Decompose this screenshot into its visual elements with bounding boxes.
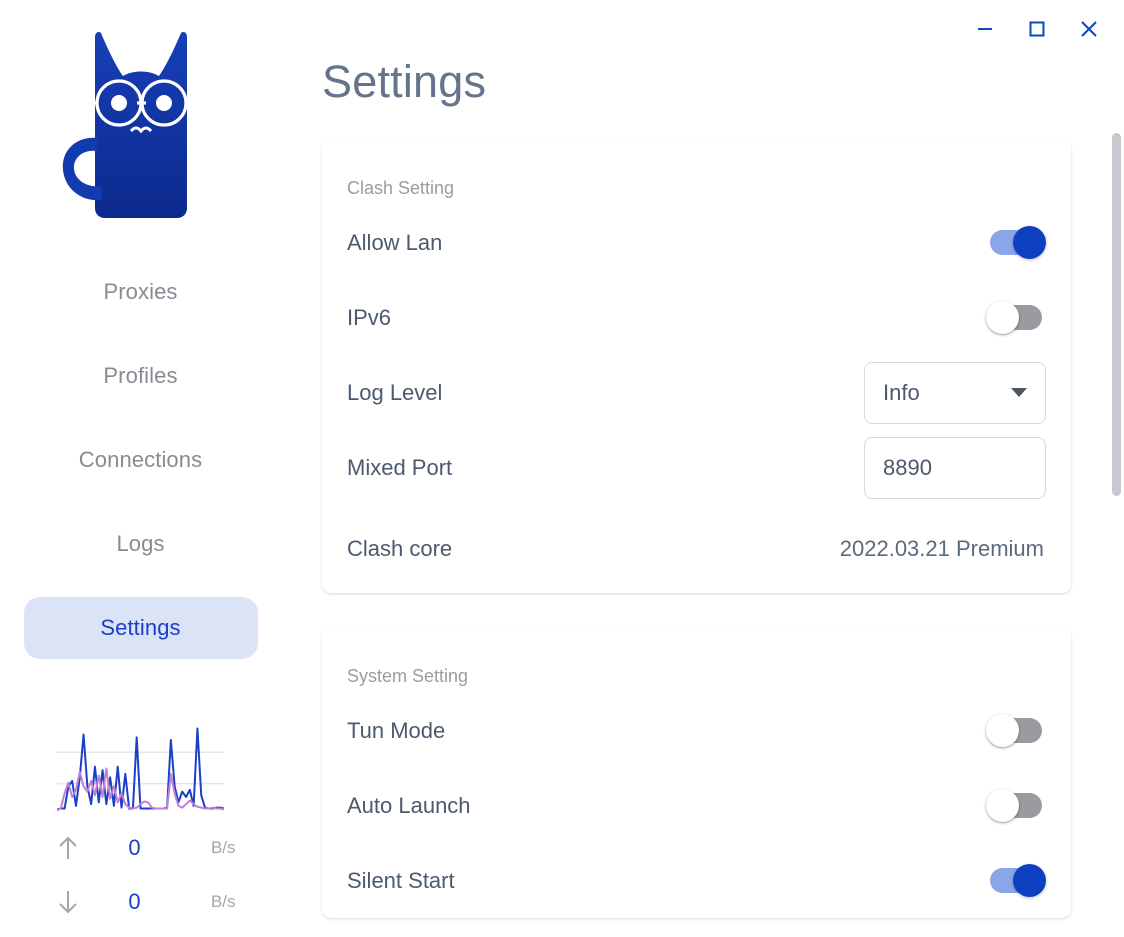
upload-rate-value: 0 — [128, 835, 141, 860]
setting-row-silent-start: Silent Start — [347, 843, 1046, 918]
main-panel: Settings Clash Setting Allow Lan IPv6 — [281, 0, 1124, 937]
window-controls — [962, 0, 1124, 58]
sidebar-nav: Proxies Profiles Connections Logs Settin… — [0, 261, 281, 681]
maximize-button[interactable] — [1014, 6, 1060, 52]
clash-core-version: 2022.03.21 Premium — [839, 536, 1044, 561]
settings-content: Clash Setting Allow Lan IPv6 — [281, 140, 1124, 937]
maximize-icon — [1026, 18, 1048, 40]
tun-mode-toggle[interactable] — [986, 714, 1046, 747]
log-level-select[interactable]: Info — [864, 361, 1046, 424]
allow-lan-toggle[interactable] — [986, 226, 1046, 259]
app-logo — [41, 18, 241, 223]
chevron-down-icon — [1011, 388, 1027, 397]
row-label: Clash core — [347, 536, 453, 561]
log-level-value: Info — [883, 379, 920, 405]
setting-row-tun-mode: Tun Mode — [347, 693, 1046, 768]
download-rate-value: 0 — [128, 889, 141, 914]
system-setting-card: System Setting Tun Mode Auto Launch — [322, 628, 1071, 918]
row-label: Tun Mode — [347, 717, 446, 743]
row-label: Allow Lan — [347, 229, 443, 255]
silent-start-toggle[interactable] — [986, 864, 1046, 897]
clash-setting-card: Clash Setting Allow Lan IPv6 — [322, 140, 1071, 593]
setting-row-log-level: Log Level Info — [347, 355, 1046, 430]
minimize-button[interactable] — [962, 6, 1008, 52]
toggle-thumb — [986, 301, 1019, 334]
setting-row-ipv6: IPv6 — [347, 280, 1046, 355]
sidebar-item-profiles[interactable]: Profiles — [24, 345, 258, 407]
card-title: Clash Setting — [347, 178, 455, 198]
sidebar-item-logs[interactable]: Logs — [24, 513, 258, 575]
setting-row-allow-lan: Allow Lan — [347, 205, 1046, 280]
minimize-icon — [974, 18, 996, 40]
row-label: Mixed Port — [347, 454, 453, 480]
setting-row-mixed-port: Mixed Port 8890 — [347, 430, 1046, 505]
vertical-scrollbar[interactable] — [1112, 133, 1121, 496]
toggle-thumb — [986, 714, 1019, 747]
arrow-down-icon — [46, 888, 90, 916]
sidebar-item-proxies[interactable]: Proxies — [24, 261, 258, 323]
toggle-thumb — [1013, 226, 1046, 259]
sidebar-item-connections[interactable]: Connections — [24, 429, 258, 491]
sidebar-item-label: Proxies — [103, 279, 178, 304]
sidebar: Proxies Profiles Connections Logs Settin… — [0, 0, 281, 937]
close-button[interactable] — [1066, 6, 1112, 52]
page-title: Settings — [322, 56, 487, 107]
row-label: Auto Launch — [347, 792, 471, 818]
mixed-port-input[interactable]: 8890 — [864, 436, 1046, 499]
sidebar-item-label: Settings — [100, 615, 181, 640]
toggle-thumb — [986, 789, 1019, 822]
auto-launch-toggle[interactable] — [986, 789, 1046, 822]
sidebar-item-settings[interactable]: Settings — [23, 597, 258, 659]
row-label: Silent Start — [347, 867, 455, 893]
toggle-thumb — [1013, 864, 1046, 897]
upload-rate-unit: B/s — [210, 838, 236, 857]
row-label: Log Level — [347, 379, 443, 405]
download-rate-row: 0 B/s — [46, 875, 236, 929]
upload-rate-row: 0 B/s — [46, 821, 236, 875]
card-title: System Setting — [347, 666, 469, 686]
arrow-up-icon — [46, 834, 90, 862]
setting-row-clash-core: Clash core 2022.03.21 Premium — [347, 505, 1046, 593]
download-rate-unit: B/s — [210, 892, 236, 911]
sidebar-item-label: Profiles — [103, 363, 178, 388]
row-label: IPv6 — [347, 304, 392, 330]
close-icon — [1077, 17, 1101, 41]
sidebar-item-label: Connections — [78, 447, 203, 472]
setting-row-auto-launch: Auto Launch — [347, 768, 1046, 843]
ipv6-toggle[interactable] — [986, 301, 1046, 334]
traffic-graph — [57, 720, 224, 815]
mixed-port-value: 8890 — [883, 454, 932, 480]
sidebar-item-label: Logs — [116, 531, 165, 556]
traffic-panel: 0 B/s 0 B/s — [0, 720, 281, 929]
